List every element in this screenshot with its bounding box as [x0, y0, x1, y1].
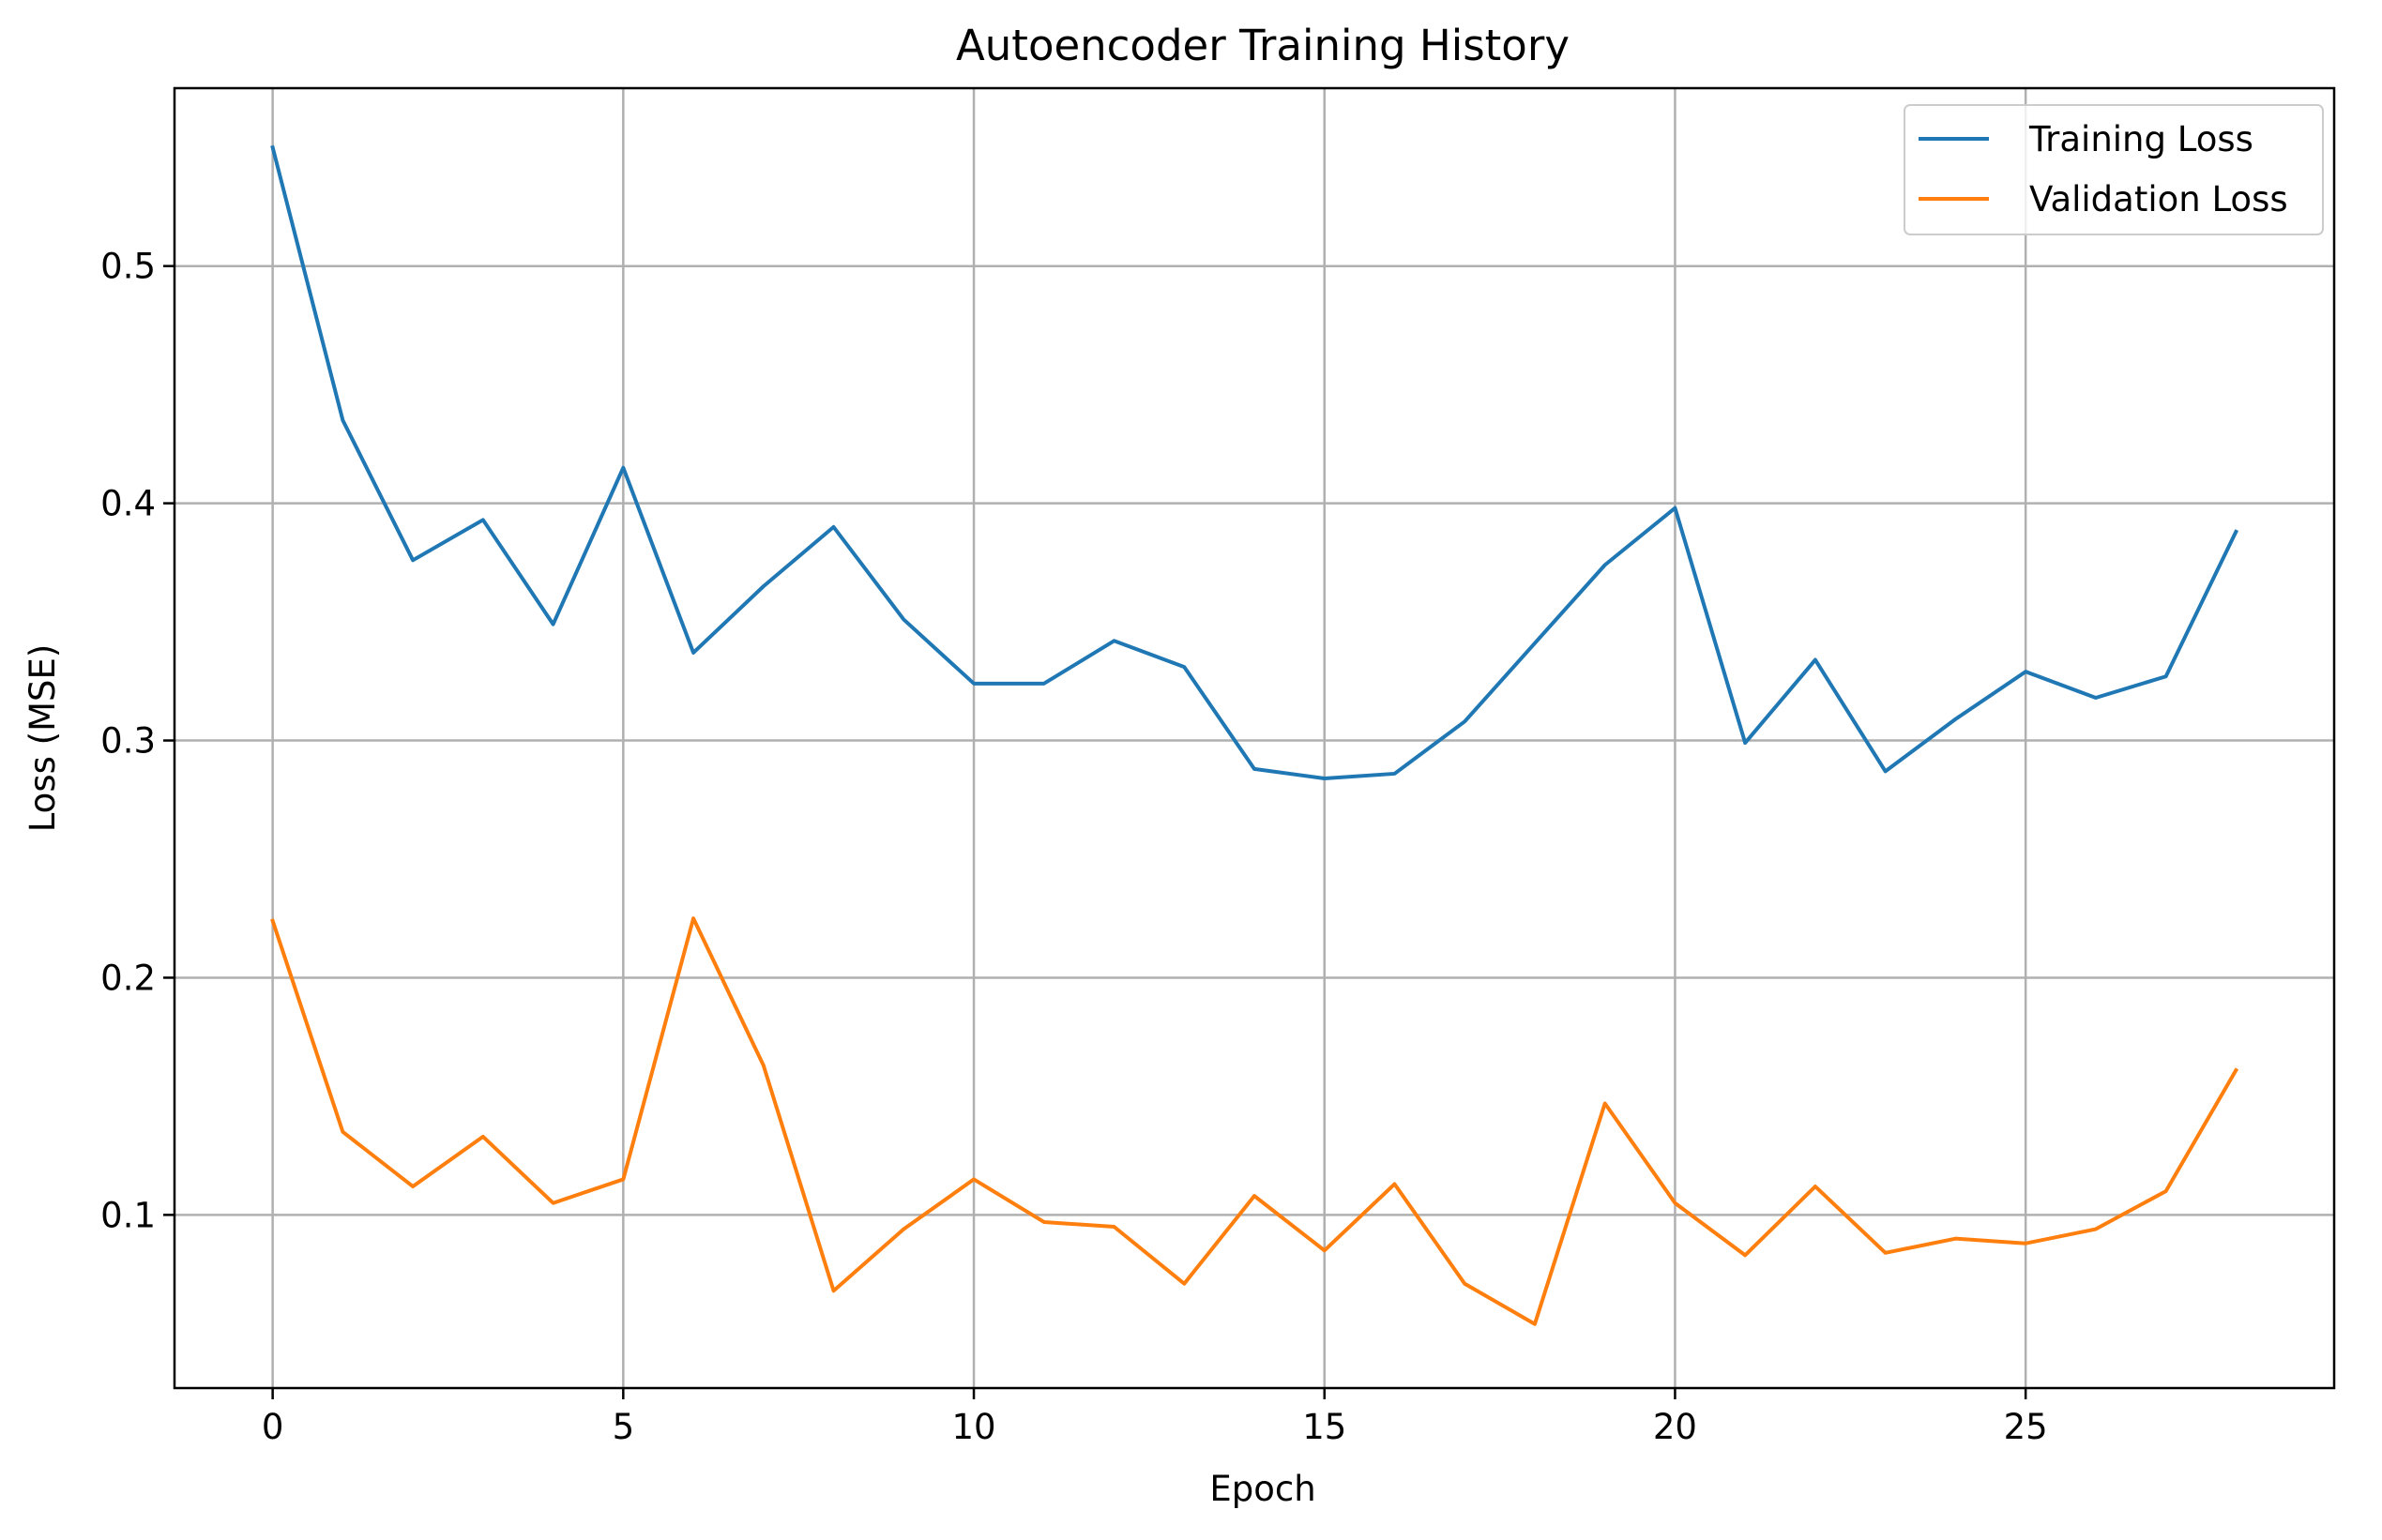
- x-tick-label: 5: [613, 1407, 635, 1447]
- y-axis-ticks: 0.1 0.2 0.3 0.4 0.5: [100, 247, 174, 1235]
- y-tick-label: 0.1: [100, 1195, 156, 1235]
- y-tick-label: 0.5: [100, 247, 156, 287]
- y-tick-label: 0.4: [100, 484, 156, 524]
- y-tick-label: 0.2: [100, 958, 156, 998]
- x-axis-ticks: 0 5 10 15 20 25: [262, 1388, 2048, 1447]
- y-axis-label: Loss (MSE): [23, 644, 63, 833]
- x-axis-label: Epoch: [1209, 1469, 1315, 1509]
- x-tick-label: 10: [951, 1407, 995, 1447]
- x-tick-label: 20: [1653, 1407, 1697, 1447]
- x-tick-label: 15: [1302, 1407, 1346, 1447]
- series-line-validation-loss: [270, 916, 2239, 1326]
- legend-box: [1904, 104, 2324, 235]
- plot-frame: [173, 86, 2336, 1390]
- legend: Training Loss Validation Loss: [1904, 104, 2324, 235]
- x-tick-label: 0: [262, 1407, 284, 1447]
- legend-label-training-loss: Training Loss: [2028, 119, 2253, 159]
- chart-title: Autoencoder Training History: [956, 21, 1570, 70]
- legend-label-validation-loss: Validation Loss: [2029, 179, 2288, 219]
- x-tick-label: 25: [2004, 1407, 2048, 1447]
- series-lines: [270, 144, 2239, 1326]
- y-tick-label: 0.3: [100, 721, 156, 762]
- grid-lines: [174, 88, 2334, 1388]
- series-line-training-loss: [270, 144, 2239, 780]
